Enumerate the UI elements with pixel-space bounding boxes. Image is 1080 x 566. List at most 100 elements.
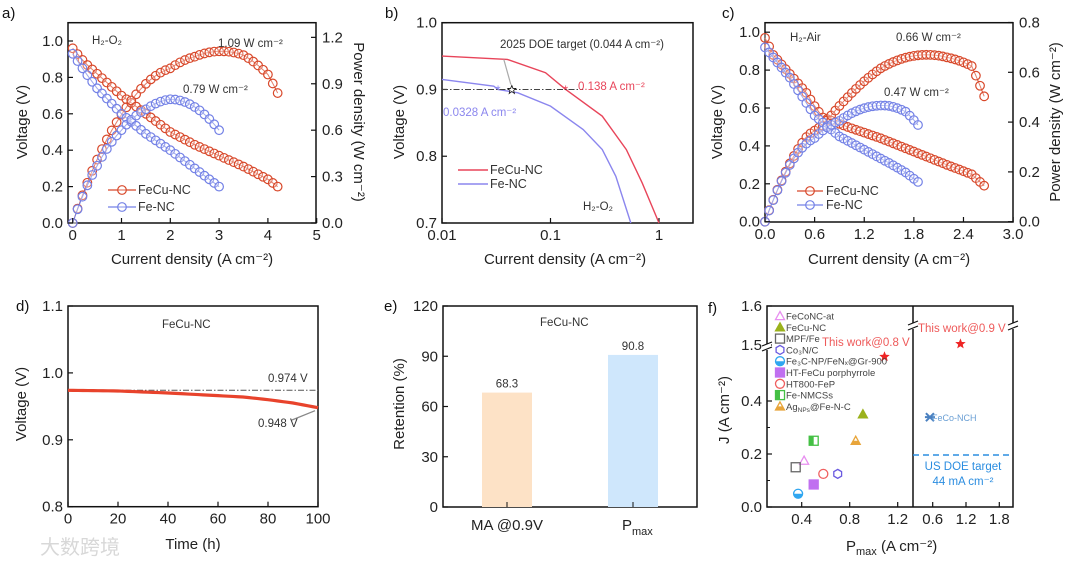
- panel-a-voltage-point: [175, 132, 185, 142]
- panel-c-ytick-label: 0.0: [739, 214, 760, 231]
- panel-c-ytick-label: 0.4: [739, 138, 760, 155]
- panel-a-voltage-point: [219, 152, 229, 163]
- panel-c-fecu-peak-label: 0.66 W cm⁻²: [896, 32, 961, 44]
- panel-f-legend-marker: [775, 344, 785, 356]
- panel-f-legend-label: Fe-NMCSs: [786, 391, 833, 402]
- panel-f-legend-marker: [774, 378, 786, 389]
- panel-f-xlabel: Pmax (A cm⁻²): [846, 538, 937, 558]
- panel-a-xtick-label: 5: [313, 227, 321, 244]
- panel-a-xlabel: Current density (A cm⁻²): [111, 251, 273, 268]
- panel-a-voltage-point: [263, 174, 273, 185]
- panel-a-legend-fecu: FeCu-NC: [138, 183, 191, 197]
- panel-a-plot-frame: [67, 21, 317, 224]
- panel-f-point: [857, 408, 869, 419]
- panel-a-voltage-point: [209, 148, 220, 159]
- panel-b-xtick-label: 1: [655, 227, 663, 244]
- panel-f-point: [833, 468, 843, 480]
- panel-a-voltage-point: [180, 156, 190, 167]
- panel-c-ytick-label: 0.0: [1019, 214, 1040, 231]
- panel-f-legend-marker: [774, 367, 786, 378]
- panel-a-ytick-label: 0.0: [322, 215, 343, 232]
- panel-a-ytick-label: 0.2: [42, 179, 63, 196]
- panel-a-voltage-point: [87, 76, 98, 87]
- panel-f-axis-break-icon: [1007, 320, 1019, 331]
- panel-d-xtick-label: 40: [160, 511, 177, 528]
- panel-d-title: FeCu-NC: [162, 319, 211, 331]
- panel-f-this-work-08-star-icon: [879, 351, 890, 362]
- panel-a-power-point: [101, 144, 112, 154]
- panel-a-voltage-point: [155, 138, 166, 149]
- panel-f-ytick-label: 0.0: [741, 499, 762, 516]
- panel-a-condition: H₂-O₂: [92, 35, 122, 47]
- panel-e-ytick-label: 120: [413, 298, 438, 315]
- panel-a-power-point: [155, 67, 166, 78]
- panel-a-voltage-point: [243, 164, 254, 175]
- panel-a-voltage-point: [253, 169, 264, 180]
- panel-d-stability-line: [67, 388, 319, 410]
- panel-c-power-point: [768, 195, 779, 206]
- panel-c-power-point: [776, 176, 787, 187]
- panel-a-xtick-label: 3: [215, 227, 223, 244]
- panel-a-fe-peak-label: 0.79 W cm⁻²: [183, 84, 248, 96]
- panel-f-ylabel: J (A cm⁻²): [716, 376, 733, 444]
- panel-a-voltage-point: [67, 48, 78, 59]
- panel-f-feco-label: FeCo-NCH: [932, 413, 977, 423]
- panel-a-voltage-point: [145, 132, 156, 142]
- panel-a-legend-fe: Fe-NC: [138, 200, 175, 214]
- panel-f-break-gap: [909, 323, 917, 329]
- panel-f-doe-label-2: 44 mA cm⁻²: [932, 476, 993, 488]
- panel-a-legend-marker: [117, 202, 127, 212]
- panel-f-ytick-label: 1.6: [741, 298, 762, 315]
- panel-c-ytick-label: 0.4: [1019, 114, 1040, 131]
- panel-b-doe-arrow: [503, 59, 512, 85]
- panel-a-power-point: [145, 101, 156, 112]
- panel-b-line-Fe-NC: [441, 78, 632, 224]
- panel-c-plot-frame: [764, 21, 1014, 223]
- panel-a-voltage-point: [184, 159, 195, 170]
- panel-c-xtick-label: 1.2: [854, 226, 875, 243]
- panel-a-voltage-point: [165, 145, 176, 156]
- panel-a-voltage-point: [189, 163, 200, 174]
- panel-b-label: b): [385, 5, 398, 22]
- panel-a-voltage-point: [248, 166, 259, 177]
- panel-e-bar-1: [608, 354, 658, 507]
- panel-a-power-point: [82, 180, 93, 191]
- panel-c-xtick-label: 3.0: [1003, 226, 1024, 243]
- panel-f-legend-label: AgNPs@Fe-N-C: [786, 402, 851, 414]
- panel-f-this-work-09-star-icon: [955, 338, 966, 349]
- panel-f-legend-marker-fill: [775, 361, 785, 366]
- panel-a-power-point: [101, 134, 112, 145]
- panel-c-power-point: [772, 185, 783, 196]
- panel-c-power-point: [970, 70, 981, 81]
- panel-d-ytick-label: 1.1: [42, 298, 63, 315]
- panel-c-ytick-label: 1.0: [739, 24, 760, 41]
- panel-a-voltage-point: [209, 178, 220, 188]
- panel-f-xtick-label: 0.6: [922, 511, 943, 528]
- panel-c-xlabel: Current density (A cm⁻²): [808, 251, 970, 268]
- panel-a-ytick-label: 1.0: [42, 33, 63, 50]
- panel-a-voltage-point: [126, 97, 137, 108]
- panel-b-legend-fe: Fe-NC: [490, 177, 527, 191]
- panel-f-xtick-label: 1.8: [989, 511, 1010, 528]
- panel-d-end-arrow: [291, 410, 316, 421]
- panel-a-voltage-point: [204, 174, 215, 185]
- panel-f-legend-marker-fill: [775, 390, 780, 400]
- panel-a-power-line-FeCu-NC: [72, 50, 279, 224]
- panel-f-feco-marker: [924, 412, 935, 422]
- panel-e-value-label: 68.3: [496, 379, 518, 391]
- panel-d-end-label: 0.948 V: [258, 418, 298, 430]
- panel-a-power-point: [140, 104, 151, 115]
- panel-f-point-fill: [851, 440, 861, 445]
- panel-a-voltage-point: [214, 150, 225, 161]
- panel-e-ytick-label: 30: [421, 449, 438, 466]
- panel-a-voltage-line-Fe-NC: [72, 53, 220, 188]
- panel-a-voltage-point: [223, 155, 234, 165]
- panel-a-power-point: [267, 78, 278, 89]
- panel-d-ytick-label: 1.0: [42, 365, 63, 382]
- panel-b-doe-label: 2025 DOE target (0.044 A cm⁻²): [500, 39, 664, 51]
- panel-a-voltage-point: [233, 159, 244, 170]
- panel-f-xtick-label: 1.2: [956, 511, 977, 528]
- panel-a-voltage-point: [170, 129, 181, 140]
- panel-a-ytick-label: 0.4: [42, 142, 63, 159]
